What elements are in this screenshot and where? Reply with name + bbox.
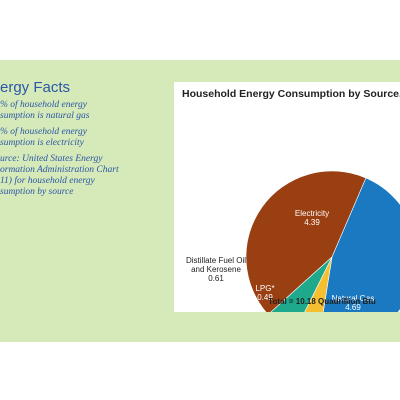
slide-heading: ergy Facts [0, 79, 71, 96]
slice-value-label: 4.69 [345, 303, 361, 312]
fact-line: sumption is natural gas [0, 111, 90, 121]
chart-title: Household Energy Consumption by Source, … [182, 88, 400, 100]
pie-slice-electricity [245, 170, 367, 312]
fact-item-source: urce: United States Energy ormation Admi… [0, 154, 150, 198]
slice-name-label: Distillate Fuel Oil [186, 256, 246, 265]
pie-slice-natural-gas [322, 177, 400, 312]
fact-line: ormation Administration Chart [0, 165, 119, 175]
slice-name-label: and Kerosene [191, 265, 241, 274]
slice-value-label: 4.39 [304, 218, 320, 227]
fact-line: sumption by source [0, 187, 74, 197]
fact-line: % of household energy [0, 100, 87, 110]
slide: ergy Facts % of household energy sumptio… [0, 60, 400, 342]
slice-name-label: Electricity [295, 209, 329, 218]
fact-line: 11) for household energy [0, 176, 95, 186]
fact-item-electricity: % of household energy sumption is electr… [0, 127, 150, 149]
slice-value-label: 0.49 [257, 293, 273, 302]
chart-total-label: Total = 10.18 Quadrillion Btu [268, 297, 376, 306]
chart-panel: Household Energy Consumption by Source, … [174, 82, 400, 312]
fact-item-natural-gas: % of household energy sumption is natura… [0, 100, 150, 122]
fact-line: sumption is electricity [0, 138, 84, 148]
slice-name-label: LPG* [255, 284, 274, 293]
fact-line: urce: United States Energy [0, 154, 103, 164]
pie-slice-distillate-fuel-oil-and-kerosene [270, 256, 333, 312]
slice-name-label: Natural Gas [332, 294, 375, 303]
fact-line: % of household energy [0, 127, 87, 137]
fact-list: % of household energy sumption is natura… [0, 100, 150, 203]
slice-value-label: 0.61 [208, 274, 224, 283]
